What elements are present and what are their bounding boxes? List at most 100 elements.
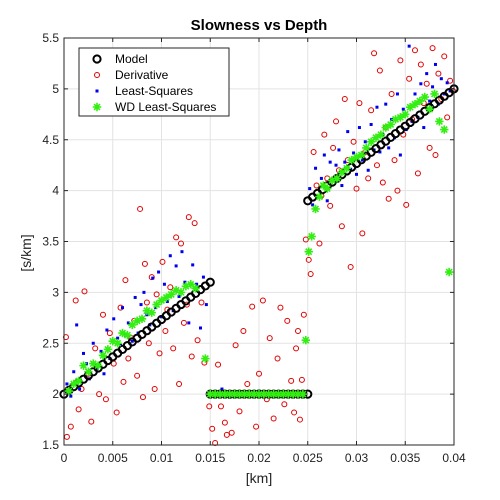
least-squares-point bbox=[165, 300, 169, 304]
derivative-point bbox=[217, 403, 224, 410]
derivative-point bbox=[403, 201, 410, 208]
derivative-point bbox=[96, 391, 103, 398]
x-tick-label: 0 bbox=[61, 451, 68, 465]
least-squares-point bbox=[407, 44, 411, 48]
least-squares-point bbox=[116, 336, 120, 340]
wd-least-squares-point bbox=[405, 102, 415, 112]
wd-least-squares-point bbox=[288, 389, 298, 399]
least-squares-point bbox=[91, 341, 95, 345]
legend-box bbox=[78, 47, 230, 117]
least-squares-point bbox=[334, 163, 338, 167]
least-squares-point bbox=[343, 160, 347, 164]
least-squares-point bbox=[187, 321, 191, 325]
wd-least-squares-point bbox=[301, 335, 310, 345]
derivative-point bbox=[426, 144, 433, 151]
derivative-point bbox=[139, 394, 146, 401]
legend-label-least-squares: Least-Squares bbox=[115, 84, 193, 98]
wd-least-squares-point bbox=[123, 330, 132, 340]
least-squares-point bbox=[133, 295, 137, 299]
least-squares-point bbox=[69, 394, 73, 398]
x-tick-label: 0.04 bbox=[442, 451, 466, 465]
wd-least-squares-point bbox=[435, 117, 444, 126]
wd-least-squares-point bbox=[342, 164, 351, 173]
derivative-point bbox=[341, 96, 348, 103]
least-squares-point bbox=[352, 151, 356, 155]
series-derivative bbox=[62, 45, 457, 446]
derivative-point bbox=[333, 118, 340, 125]
derivative-point bbox=[293, 345, 300, 352]
derivative-point bbox=[223, 431, 230, 438]
derivative-point bbox=[145, 340, 152, 347]
derivative-point bbox=[277, 304, 284, 311]
derivative-point bbox=[178, 240, 184, 247]
derivative-point bbox=[288, 377, 295, 384]
wd-least-squares-point bbox=[69, 379, 78, 389]
derivative-point bbox=[385, 195, 392, 202]
derivative-point bbox=[406, 75, 413, 82]
derivative-point bbox=[296, 416, 303, 423]
wd-least-squares-point bbox=[337, 168, 347, 177]
wd-least-squares-point bbox=[147, 308, 156, 317]
wd-least-squares-point bbox=[89, 359, 98, 368]
derivative-point bbox=[137, 205, 144, 212]
derivative-point bbox=[81, 288, 88, 295]
derivative-point bbox=[423, 80, 430, 87]
x-tick-label: 0.025 bbox=[293, 451, 323, 465]
derivative-point bbox=[447, 77, 454, 84]
derivative-point bbox=[373, 162, 380, 169]
derivative-point bbox=[429, 45, 436, 52]
derivative-point bbox=[412, 47, 418, 54]
derivative-point bbox=[259, 297, 266, 304]
wd-least-squares-point bbox=[420, 92, 429, 102]
least-squares-point bbox=[72, 370, 76, 374]
least-squares-point bbox=[151, 276, 155, 280]
least-squares-point bbox=[425, 72, 429, 76]
wd-least-squares-point bbox=[371, 133, 381, 142]
derivative-point bbox=[356, 100, 363, 107]
derivative-point bbox=[338, 223, 345, 230]
least-squares-point bbox=[102, 372, 106, 376]
derivative-point bbox=[295, 328, 301, 335]
least-squares-point bbox=[139, 303, 143, 307]
wd-least-squares-point bbox=[425, 105, 434, 114]
derivative-point bbox=[151, 386, 158, 393]
wd-least-squares-point bbox=[240, 389, 249, 399]
x-tick-label: 0.01 bbox=[150, 451, 174, 465]
derivative-point bbox=[120, 378, 127, 385]
derivative-point bbox=[253, 423, 260, 430]
least-squares-point bbox=[220, 387, 224, 391]
x-axis-label: [km] bbox=[246, 470, 272, 486]
wd-least-squares-point bbox=[201, 354, 210, 363]
derivative-point bbox=[391, 157, 398, 164]
wd-least-squares-point bbox=[230, 389, 239, 399]
series-wd-least-squares bbox=[64, 89, 454, 399]
derivative-point bbox=[359, 230, 366, 237]
derivative-point bbox=[92, 345, 99, 352]
derivative-point bbox=[173, 234, 180, 241]
least-squares-point bbox=[395, 92, 399, 96]
wd-least-squares-point bbox=[254, 389, 264, 399]
wd-least-squares-point bbox=[347, 155, 356, 165]
derivative-point bbox=[191, 220, 198, 227]
derivative-point bbox=[170, 345, 177, 352]
derivative-point bbox=[414, 170, 421, 177]
derivative-point bbox=[232, 342, 239, 349]
y-tick-label: 3.5 bbox=[42, 235, 59, 249]
wd-least-squares-point bbox=[249, 389, 259, 399]
legend-marker-derivative bbox=[94, 72, 100, 78]
derivative-point bbox=[75, 406, 82, 413]
wd-least-squares-point bbox=[176, 288, 186, 297]
derivative-point bbox=[209, 425, 216, 432]
wd-least-squares-point bbox=[186, 280, 195, 289]
legend-label-model: Model bbox=[115, 52, 148, 66]
derivative-point bbox=[444, 114, 451, 121]
derivative-point bbox=[350, 138, 357, 145]
wd-least-squares-point bbox=[327, 176, 337, 185]
derivative-point bbox=[156, 350, 163, 357]
derivative-point bbox=[313, 182, 320, 189]
least-squares-point bbox=[401, 107, 405, 111]
least-squares-point bbox=[319, 176, 323, 180]
derivative-point bbox=[376, 67, 383, 74]
least-squares-point bbox=[346, 130, 350, 134]
y-tick-label: 2.5 bbox=[42, 336, 59, 350]
